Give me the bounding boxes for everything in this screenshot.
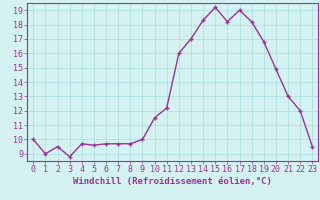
X-axis label: Windchill (Refroidissement éolien,°C): Windchill (Refroidissement éolien,°C) [73, 177, 272, 186]
